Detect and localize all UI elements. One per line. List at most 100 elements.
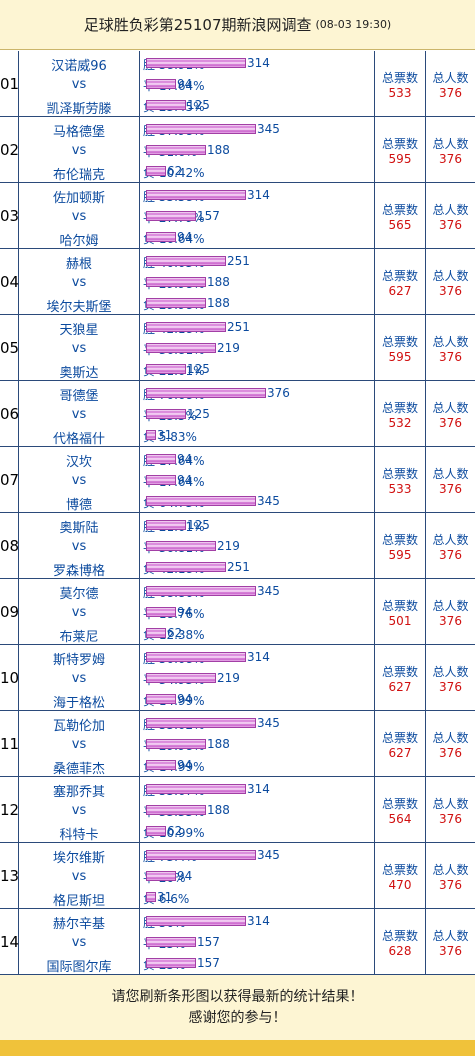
match-number: 14 [0,909,19,974]
home-team[interactable]: 塞那乔其 [52,785,105,800]
total-people-label: 总人数 [432,665,469,679]
vs-label: vs [71,869,87,884]
total-votes-cell: 总票数 595 [375,315,426,380]
total-people-label: 总人数 [432,71,469,85]
away-team[interactable]: 桑德菲杰 [52,762,105,777]
away-team[interactable]: 哈尔姆 [59,234,99,249]
match-number: 11 [0,711,19,776]
match-teams: 马格德堡 vs 布伦瑞克 [19,117,140,183]
total-people-cell: 总人数 376 [426,117,475,182]
win-line: 胜 55.02%345 [143,713,373,733]
loss-count: 31 [157,890,173,904]
draw-line: 平 36.81%219 [143,536,373,556]
loss-count: 157 [197,956,220,970]
total-people-cell: 总人数 376 [426,183,475,248]
win-bar [146,784,246,794]
total-votes-cell: 总票数 628 [375,909,426,974]
home-team[interactable]: 奥斯陆 [59,521,99,536]
home-team[interactable]: 莫尔德 [59,587,99,602]
total-people-cell: 总人数 376 [426,249,475,314]
total-people-cell: 总人数 376 [426,843,475,908]
total-votes-value: 532 [388,416,412,430]
total-votes-label: 总票数 [381,863,418,877]
away-team[interactable]: 海于格松 [52,696,105,711]
total-people-label: 总人数 [432,731,469,745]
total-votes-value: 533 [388,86,412,100]
survey-title-bar: 足球胜负彩第25107期新浪网调查 (08-03 19:30) [0,0,475,50]
loss-bar [146,826,166,836]
loss-line: 负 42.18%251 [143,557,373,577]
draw-bar [146,343,216,353]
home-team[interactable]: 斯特罗姆 [52,653,105,668]
total-votes-label: 总票数 [381,599,418,613]
away-team[interactable]: 罗森博格 [52,564,105,579]
total-votes-value: 564 [388,812,412,826]
win-line: 胜 42.18%251 [143,317,373,337]
win-bar [146,388,266,398]
loss-line: 负 29.98%188 [143,293,373,313]
draw-line: 平 20%94 [143,866,373,886]
loss-count: 62 [167,626,183,640]
total-people-cell: 总人数 376 [426,579,475,644]
away-team[interactable]: 埃尔夫斯堡 [46,300,112,315]
total-votes-cell: 总票数 595 [375,117,426,182]
loss-bar [146,562,226,572]
home-team[interactable]: 天狼星 [59,323,99,338]
loss-bar [146,694,176,704]
away-team[interactable]: 格尼斯坦 [52,894,105,909]
total-people-cell: 总人数 376 [426,51,475,116]
total-votes-value: 501 [388,614,412,628]
win-count: 314 [247,782,270,796]
home-team[interactable]: 汉坎 [65,455,92,470]
draw-bar [146,409,186,419]
away-team[interactable]: 布伦瑞克 [52,168,105,183]
away-team[interactable]: 布莱尼 [59,630,99,645]
away-team[interactable]: 代格福什 [52,432,105,447]
away-team[interactable]: 博德 [65,498,92,513]
match-number: 01 [0,51,19,116]
win-line: 胜 73.4%345 [143,845,373,865]
draw-bar [146,541,216,551]
away-team[interactable]: 科特卡 [59,828,99,843]
draw-count: 157 [197,935,220,949]
home-team[interactable]: 汉诺威96 [51,59,107,74]
total-people-label: 总人数 [432,335,469,349]
loss-bar [146,364,186,374]
home-team[interactable]: 赫根 [65,257,92,272]
total-votes-label: 总票数 [381,731,418,745]
loss-count: 345 [257,494,280,508]
draw-line: 平 36.81%219 [143,338,373,358]
home-team[interactable]: 哥德堡 [59,389,99,404]
total-votes-cell: 总票数 532 [375,381,426,446]
away-team[interactable]: 奥斯达 [59,366,99,381]
win-count: 314 [247,650,270,664]
home-team[interactable]: 马格德堡 [52,125,105,140]
loss-bar [146,298,206,308]
loss-bar [146,958,196,968]
away-team[interactable]: 国际图尔库 [46,960,112,975]
match-teams: 汉诺威96 vs 凯泽斯劳滕 [19,51,140,117]
total-people-label: 总人数 [432,533,469,547]
total-votes-label: 总票数 [381,401,418,415]
total-votes-cell: 总票数 627 [375,711,426,776]
total-people-label: 总人数 [432,863,469,877]
draw-count: 94 [177,77,193,91]
match-row: 08 奥斯陆 vs 罗森博格 胜 21.01%125平 36.81%219负 42.18… [0,513,475,579]
total-votes-label: 总票数 [381,665,418,679]
home-team[interactable]: 埃尔维斯 [52,851,105,866]
away-team[interactable]: 凯泽斯劳滕 [46,102,112,117]
total-votes-value: 470 [388,878,412,892]
home-team[interactable]: 赫尔辛基 [52,917,105,932]
bottom-strip [0,1040,475,1056]
draw-bar [146,607,176,617]
total-people-label: 总人数 [432,929,469,943]
draw-count: 125 [187,407,210,421]
loss-line: 负 12.38% 62 [143,623,373,643]
home-team[interactable]: 佐加顿斯 [52,191,105,206]
win-bar [146,586,256,596]
home-team[interactable]: 瓦勒伦加 [52,719,105,734]
